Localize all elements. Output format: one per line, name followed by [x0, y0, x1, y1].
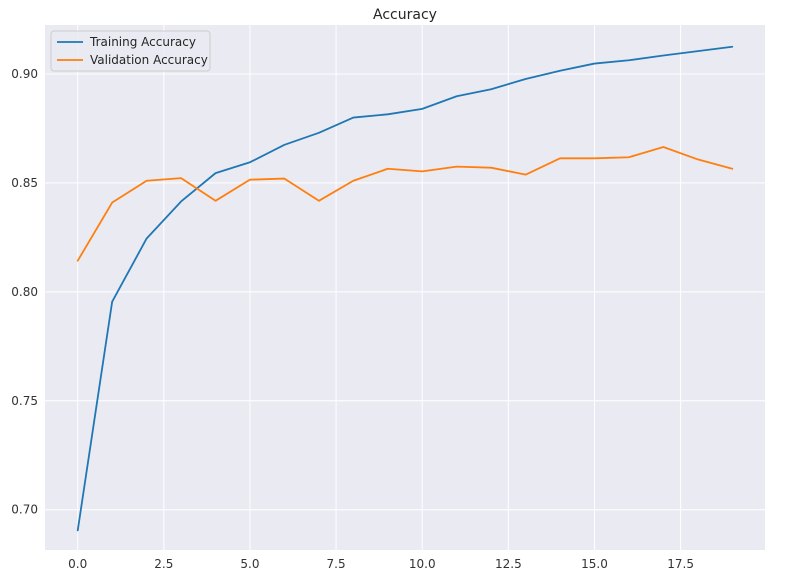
y-tick-label: 0.70: [11, 503, 38, 517]
x-tick-label: 17.5: [667, 557, 694, 571]
series-line-training-accuracy: [76, 45, 734, 532]
y-axis-ticks: 0.70 0.75 0.80 0.85 0.90: [11, 67, 38, 517]
x-tick-label: 7.5: [327, 557, 346, 571]
y-tick-label: 0.75: [11, 394, 38, 408]
x-tick-label: 15.0: [581, 557, 608, 571]
x-tick-label: 2.5: [154, 557, 173, 571]
x-axis-ticks: 0.0 2.5 5.0 7.5 10.0 12.5 15.0 17.5: [68, 557, 694, 571]
chart-title: Accuracy: [373, 7, 437, 23]
x-tick-label: 5.0: [240, 557, 259, 571]
series-lines: [76, 45, 734, 532]
legend: Training Accuracy Validation Accuracy: [50, 30, 211, 72]
x-tick-label: 12.5: [495, 557, 522, 571]
grid-lines: [45, 25, 765, 550]
legend-label: Training Accuracy: [89, 35, 196, 49]
legend-label: Validation Accuracy: [90, 53, 208, 67]
x-tick-label: 10.0: [409, 557, 436, 571]
y-tick-label: 0.80: [11, 285, 38, 299]
plot-area: [45, 25, 765, 550]
y-tick-label: 0.85: [11, 176, 38, 190]
legend-box: [50, 30, 211, 72]
x-tick-label: 0.0: [68, 557, 87, 571]
y-tick-label: 0.90: [11, 67, 38, 81]
series-line-validation-accuracy: [76, 146, 734, 262]
